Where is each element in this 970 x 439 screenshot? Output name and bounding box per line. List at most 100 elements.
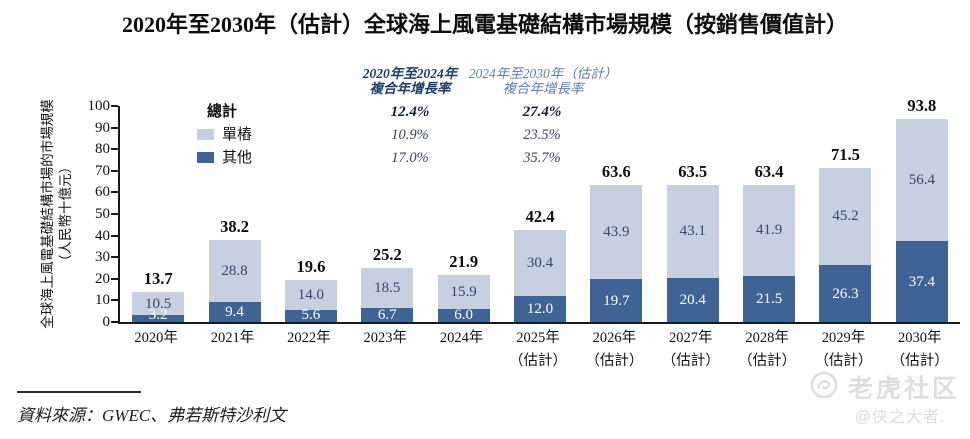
cagr-value-2020-2024: 17.0% [391, 150, 429, 166]
x-tick-label: 2022年 [271, 330, 347, 346]
segment-value-other: 6.0 [454, 307, 473, 323]
segment-value-other: 26.3 [832, 285, 859, 302]
cagr-value-2024-2030: 23.5% [523, 127, 561, 143]
legend-label: 單樁 [222, 127, 253, 143]
x-tick-estimate: （估計） [814, 353, 873, 369]
cagr-value-2020-2024: 10.9% [391, 127, 429, 143]
bar-2023年: 18.5 6.7 25.2 [361, 106, 414, 323]
bar-2020年: 10.5 3.2 13.7 [132, 106, 185, 323]
bar-segment-monopile [284, 279, 337, 310]
cagr-value-2020-2024: 12.4% [390, 104, 430, 120]
y-tick-label: 40 [95, 227, 110, 244]
segment-value-monopile: 15.9 [450, 283, 477, 300]
x-tick-label: 2020年 [118, 330, 194, 346]
bar-segment-monopile [895, 119, 948, 242]
y-tick-mark [111, 234, 118, 237]
bar-segment-other [132, 315, 185, 322]
segment-value-other: 20.4 [679, 291, 706, 308]
x-tick-label: 2029年 （估計） [805, 330, 881, 369]
bar-2021年: 28.8 9.4 38.2 [208, 106, 261, 322]
bar-2024年: 15.9 6.0 21.9 [437, 106, 490, 323]
bar-segment-monopile [361, 267, 414, 308]
segment-value-other: 37.4 [908, 273, 935, 290]
y-tick-mark [111, 321, 118, 323]
y-tick-label: 60 [95, 184, 110, 201]
y-tick-mark [111, 213, 118, 215]
x-tick-year: 2020年 [134, 330, 178, 346]
source-divider [17, 391, 141, 393]
y-tick-mark [111, 256, 118, 259]
bar-segment-other [895, 241, 948, 322]
x-tick-year: 2023年 [363, 330, 408, 346]
bar-segment-monopile [666, 184, 719, 278]
x-tick-year: 2027年 [668, 330, 713, 346]
segment-value-monopile: 43.9 [603, 224, 630, 241]
segment-value-monopile: 43.1 [679, 223, 706, 240]
bar-2028年: 41.9 21.5 63.4 [743, 106, 796, 322]
x-tick-year: 2029年 [821, 330, 866, 346]
bar-2022年: 14.0 5.6 19.6 [284, 106, 337, 323]
segment-value-monopile: 14.0 [297, 286, 325, 303]
x-tick-year: 2025年 [516, 330, 560, 346]
cagr-header-2020-2024-line1: 2020年至2024年 [362, 66, 458, 81]
segment-value-monopile: 30.4 [526, 255, 554, 272]
bar-total-label: 93.8 [907, 96, 937, 116]
legend-label: 其他 [222, 150, 253, 166]
cagr-header-2024-2030: 2024年至2030年（估計） 複合年增長率 [448, 66, 638, 96]
bar-total-label: 13.7 [143, 269, 173, 289]
segment-value-other: 5.6 [301, 307, 321, 323]
bar-segment-monopile [590, 184, 643, 280]
x-tick-label: 2024年 [423, 330, 499, 346]
bar-segment-monopile [514, 230, 566, 297]
x-tick-label: 2026年 （估計） [576, 330, 652, 369]
x-tick-label: 2025年 （估計） [500, 330, 576, 369]
source-note: 資料來源：GWEC、弗若斯特沙利文 [17, 406, 287, 425]
y-tick-mark [111, 105, 118, 107]
segment-value-other: 19.7 [603, 292, 630, 309]
y-axis-label: 全球海上風電基礎結構市場的市場規模 （人民幣十億元） [39, 64, 75, 364]
watermark-brand: 老虎社区 [848, 375, 961, 403]
x-tick-label: 2027年 （估計） [653, 330, 729, 369]
bar-2030年: 56.4 37.4 93.8 [895, 97, 948, 322]
bar-segment-other [666, 277, 719, 322]
bar-segment-other [284, 309, 337, 322]
x-tick-estimate: （估計） [585, 353, 644, 369]
bar-segment-monopile [819, 167, 872, 266]
x-tick-label: 2028年 （估計） [729, 330, 805, 369]
y-tick-label: 20 [95, 270, 110, 287]
bar-2029年: 45.2 26.3 71.5 [819, 106, 872, 322]
cagr-header-2020-2024-line2: 複合年增長率 [369, 81, 451, 96]
bar-segment-monopile [743, 185, 796, 276]
x-tick-estimate: （估計） [890, 353, 949, 369]
y-tick-label: 70 [95, 162, 110, 179]
bar-total-label: 25.2 [372, 244, 402, 264]
bar-2026年: 43.9 19.7 63.6 [590, 106, 643, 322]
chart-title: 2020年至2030年（估計）全球海上風電基礎結構市場規模（按銷售價值計） [121, 12, 848, 37]
bar-total-label: 21.9 [449, 251, 479, 271]
legend-total-label: 總計 [207, 104, 238, 120]
cagr-header-2020-2024: 2020年至2024年 複合年增長率 [330, 66, 490, 96]
y-tick-mark [111, 148, 118, 151]
x-tick-estimate: （估計） [508, 353, 567, 369]
cagr-value-2024-2030: 35.7% [523, 150, 561, 166]
cagr-header-2024-2030-line1: 2024年至2030年（估計） [468, 66, 618, 81]
bar-segment-monopile [208, 239, 261, 302]
bar-segment-monopile [437, 274, 490, 310]
bar-segment-other [361, 307, 414, 322]
x-tick-year: 2024年 [439, 330, 484, 346]
y-tick-mark [111, 299, 118, 302]
bar-segment-other [514, 296, 566, 322]
segment-value-other: 3.2 [148, 307, 168, 323]
y-tick-label: 50 [95, 206, 110, 222]
x-tick-label: 2021年 [194, 330, 270, 346]
x-tick-year: 2021年 [210, 330, 255, 346]
bar-2025年: 30.4 12.0 42.4 [514, 106, 566, 322]
segment-value-monopile: 41.9 [755, 222, 783, 239]
x-tick-year: 2022年 [287, 330, 331, 346]
x-tick-label: 2030年 （估計） [882, 330, 958, 369]
y-tick-label: 80 [95, 141, 110, 158]
bar-segment-monopile [132, 292, 185, 316]
bar-total-label: 63.6 [601, 161, 631, 181]
x-tick-year: 2028年 [745, 330, 789, 346]
bar-segment-other [743, 275, 796, 322]
